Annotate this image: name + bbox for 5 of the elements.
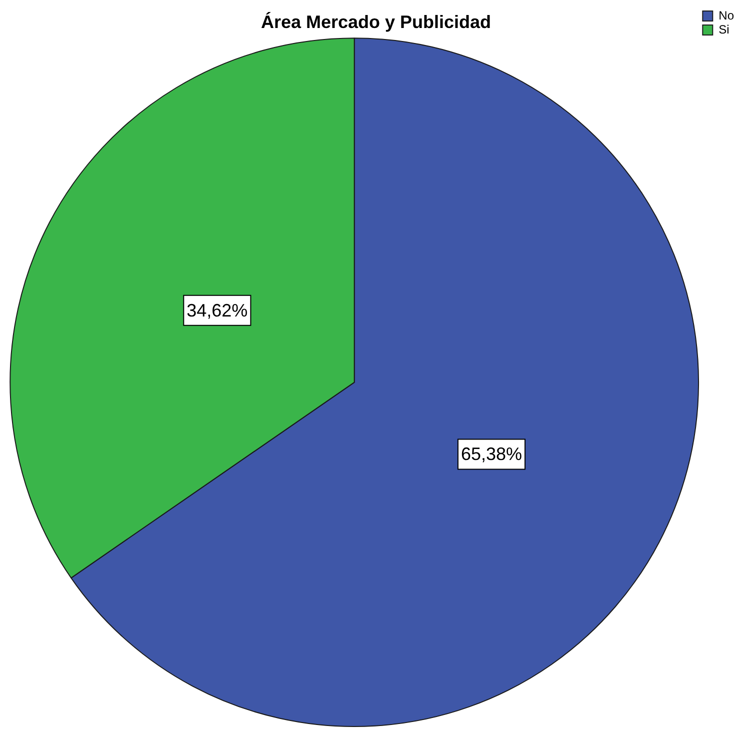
legend-label: No — [718, 8, 734, 22]
chart-title: Área Mercado y Publicidad — [260, 12, 492, 32]
data-label: 65,38% — [460, 444, 522, 464]
data-label: 34,62% — [186, 300, 248, 320]
legend-label: Si — [718, 22, 730, 36]
